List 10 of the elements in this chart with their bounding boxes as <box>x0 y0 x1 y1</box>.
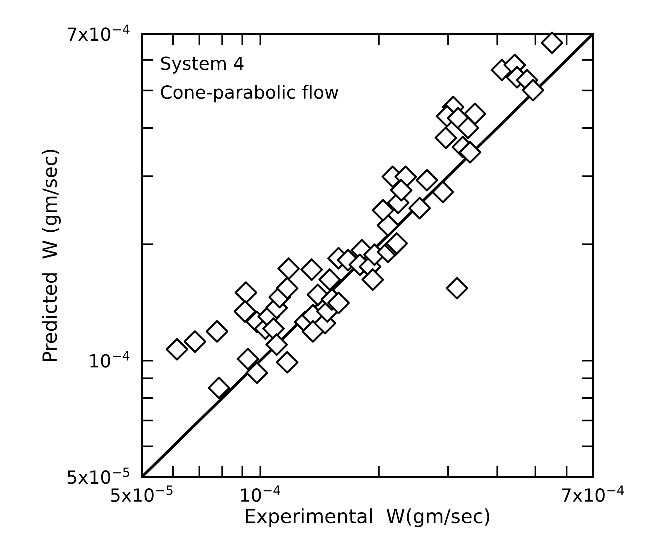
y-tick-label: 10$^{−4}$ <box>90 351 130 368</box>
x-tick-label: 7x10$^{−4}$ <box>562 486 624 502</box>
y-tick-label: 5x10$^{−5}$ <box>68 468 130 484</box>
x-axis-title: Experimental W(gm/sec) <box>246 508 490 528</box>
annotation: Cone-parabolic flow <box>161 85 339 103</box>
y-axis-title: Predicted W (gm/sec) <box>42 150 62 362</box>
x-tick-label: 10$^{−4}$ <box>241 486 280 502</box>
y-tick-label: 7x10$^{−4}$ <box>68 24 130 42</box>
x-tick-label: 5x10$^{−5}$ <box>111 486 173 502</box>
annotation: System 4 <box>161 56 244 74</box>
